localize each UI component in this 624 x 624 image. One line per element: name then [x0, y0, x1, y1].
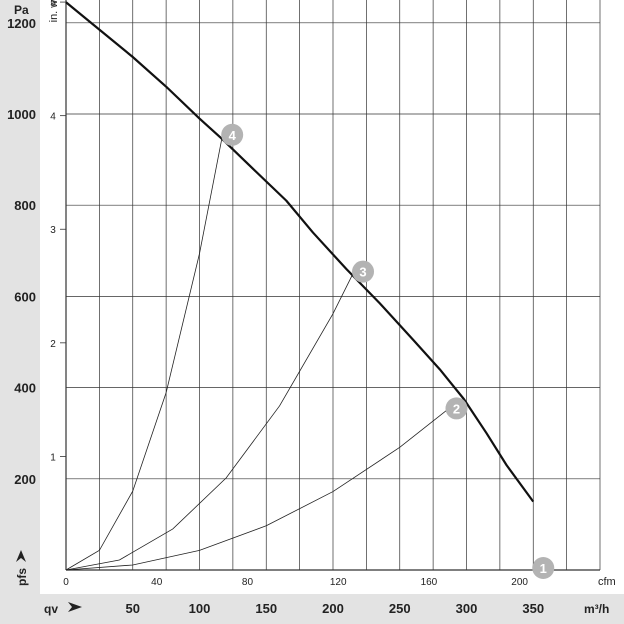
pa-tick-label: 800	[14, 198, 36, 213]
pa-tick-label: 400	[14, 381, 36, 396]
bottom-axis-band	[0, 594, 624, 624]
system-curve-3	[65, 273, 354, 571]
m3h-tick-label: 300	[456, 601, 478, 616]
y-right-unit-label: in. wg	[48, 0, 60, 22]
cfm-tick-label: 40	[151, 577, 163, 588]
y-axis-title: pfs	[15, 568, 29, 586]
left-axis-band	[0, 0, 40, 624]
m3h-tick-label: 250	[389, 601, 411, 616]
inwg-tick-label: 3	[50, 225, 56, 236]
operating-point-label-3: 3	[359, 265, 366, 280]
fan-curve-group	[65, 1, 535, 503]
pa-tick-label: 1000	[7, 107, 36, 122]
system-curves	[65, 136, 447, 571]
x-axis-arrow-icon	[68, 602, 82, 612]
operating-point-label-1: 1	[540, 561, 547, 576]
inwg-tick-label: 5	[50, 0, 56, 9]
pa-tick-label: 200	[14, 472, 36, 487]
grid-lines	[60, 0, 601, 571]
system-curve-2	[65, 410, 447, 571]
operating-point-label-2: 2	[453, 401, 460, 416]
operating-point-3	[352, 260, 375, 283]
y-axis-arrow-icon	[16, 550, 26, 562]
operating-point-1	[532, 557, 555, 579]
pa-tick-label: 600	[14, 289, 36, 304]
operating-points: 1 2 3 4	[221, 123, 555, 579]
cfm-tick-label: 160	[421, 577, 438, 588]
y-left-unit-label: Pa	[14, 3, 29, 17]
fan-curve	[65, 1, 535, 503]
m3h-tick-label: 50	[126, 601, 140, 616]
operating-point-label-4: 4	[229, 128, 237, 143]
operating-point-2	[445, 397, 468, 420]
cfm-tick-label: 0	[63, 577, 69, 588]
inwg-tick-label: 1	[50, 452, 56, 463]
m3h-tick-label: 200	[322, 601, 344, 616]
x-cfm-unit-label: cfm	[598, 576, 616, 588]
cfm-tick-label: 80	[242, 577, 254, 588]
operating-point-4	[221, 123, 244, 146]
system-curve-4	[65, 136, 223, 571]
pa-tick-label: 1200	[7, 16, 36, 31]
m3h-tick-label: 350	[522, 601, 544, 616]
m3h-tick-label: 150	[255, 601, 277, 616]
m3h-tick-label: 100	[189, 601, 211, 616]
inwg-tick-label: 4	[50, 112, 56, 123]
x-axis-title: qv	[44, 602, 58, 616]
x-m3h-unit-label: m³/h	[584, 602, 609, 616]
cfm-tick-label: 200	[511, 577, 528, 588]
cfm-tick-label: 120	[330, 577, 347, 588]
inwg-tick-label: 2	[50, 339, 56, 350]
